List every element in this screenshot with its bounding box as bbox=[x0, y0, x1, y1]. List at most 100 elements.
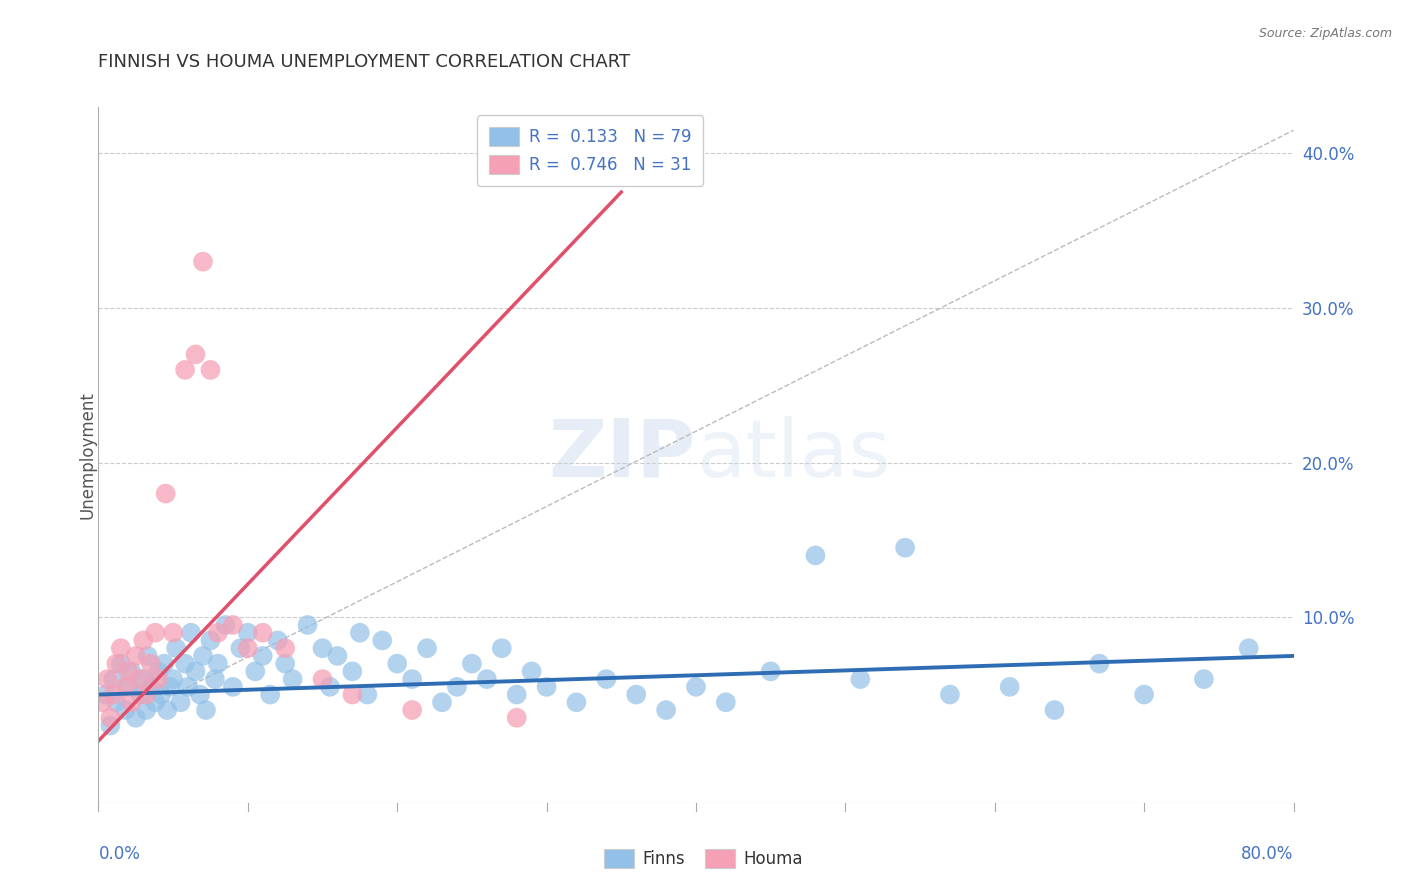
Point bbox=[1237, 641, 1260, 656]
Point bbox=[105, 695, 128, 709]
Point bbox=[103, 672, 125, 686]
Point bbox=[100, 711, 122, 725]
Point bbox=[1192, 672, 1215, 686]
Point bbox=[110, 657, 132, 671]
Point bbox=[342, 688, 364, 702]
Point bbox=[110, 641, 132, 656]
Point bbox=[165, 641, 187, 656]
Point bbox=[129, 688, 152, 702]
Point bbox=[222, 680, 245, 694]
Point bbox=[252, 625, 274, 640]
Point bbox=[132, 672, 155, 686]
Point bbox=[117, 665, 139, 679]
Point bbox=[626, 688, 648, 702]
Point bbox=[91, 695, 114, 709]
Point bbox=[184, 347, 207, 361]
Point bbox=[356, 688, 378, 702]
Point bbox=[236, 625, 259, 640]
Point bbox=[326, 648, 349, 663]
Point bbox=[139, 657, 162, 671]
Point bbox=[349, 625, 371, 640]
Point bbox=[150, 688, 173, 702]
Point bbox=[416, 641, 439, 656]
Point bbox=[207, 657, 229, 671]
Point bbox=[143, 625, 166, 640]
Point bbox=[94, 688, 117, 702]
Point bbox=[385, 657, 409, 671]
Point bbox=[143, 695, 166, 709]
Point bbox=[297, 618, 319, 632]
Point bbox=[939, 688, 962, 702]
Point bbox=[685, 680, 707, 694]
Point bbox=[565, 695, 588, 709]
Point bbox=[506, 711, 529, 725]
Point bbox=[200, 363, 222, 377]
Point bbox=[252, 648, 274, 663]
Point bbox=[804, 549, 827, 563]
Point bbox=[506, 688, 529, 702]
Point bbox=[1133, 688, 1156, 702]
Point bbox=[114, 703, 136, 717]
Point bbox=[105, 657, 128, 671]
Point bbox=[136, 648, 159, 663]
Point bbox=[204, 672, 226, 686]
Point bbox=[536, 680, 558, 694]
Text: ZIP: ZIP bbox=[548, 416, 696, 494]
Point bbox=[188, 688, 211, 702]
Point bbox=[195, 703, 218, 717]
Point bbox=[274, 641, 297, 656]
Point bbox=[371, 633, 394, 648]
Point bbox=[311, 641, 333, 656]
Point bbox=[222, 618, 245, 632]
Point bbox=[162, 625, 184, 640]
Legend: R =  0.133   N = 79, R =  0.746   N = 31: R = 0.133 N = 79, R = 0.746 N = 31 bbox=[477, 115, 703, 186]
Point bbox=[342, 665, 364, 679]
Point bbox=[191, 648, 214, 663]
Point bbox=[103, 688, 125, 702]
Point bbox=[229, 641, 252, 656]
Point bbox=[849, 672, 872, 686]
Point bbox=[125, 648, 148, 663]
Legend: Finns, Houma: Finns, Houma bbox=[598, 842, 808, 875]
Point bbox=[200, 633, 222, 648]
Text: 0.0%: 0.0% bbox=[98, 845, 141, 863]
Point bbox=[132, 633, 155, 648]
Point bbox=[759, 665, 782, 679]
Point bbox=[430, 695, 453, 709]
Point bbox=[998, 680, 1021, 694]
Point bbox=[129, 672, 152, 686]
Point bbox=[311, 672, 333, 686]
Text: Source: ZipAtlas.com: Source: ZipAtlas.com bbox=[1258, 27, 1392, 40]
Y-axis label: Unemployment: Unemployment bbox=[79, 391, 96, 519]
Point bbox=[714, 695, 737, 709]
Point bbox=[595, 672, 617, 686]
Point bbox=[184, 665, 207, 679]
Point bbox=[401, 672, 423, 686]
Point bbox=[135, 703, 157, 717]
Text: atlas: atlas bbox=[696, 416, 890, 494]
Point bbox=[156, 703, 179, 717]
Point bbox=[1043, 703, 1066, 717]
Point bbox=[155, 486, 177, 500]
Point bbox=[267, 633, 290, 648]
Point bbox=[207, 625, 229, 640]
Point bbox=[148, 665, 170, 679]
Point bbox=[274, 657, 297, 671]
Point bbox=[319, 680, 342, 694]
Point bbox=[894, 541, 917, 555]
Point bbox=[214, 618, 236, 632]
Point bbox=[401, 703, 423, 717]
Point bbox=[655, 703, 678, 717]
Point bbox=[117, 680, 139, 694]
Text: 80.0%: 80.0% bbox=[1241, 845, 1294, 863]
Point bbox=[162, 672, 184, 686]
Point bbox=[120, 665, 142, 679]
Point bbox=[139, 680, 162, 694]
Text: FINNISH VS HOUMA UNEMPLOYMENT CORRELATION CHART: FINNISH VS HOUMA UNEMPLOYMENT CORRELATIO… bbox=[98, 54, 630, 71]
Point bbox=[135, 688, 157, 702]
Point bbox=[1088, 657, 1111, 671]
Point bbox=[96, 672, 118, 686]
Point bbox=[159, 680, 181, 694]
Point bbox=[281, 672, 304, 686]
Point bbox=[174, 363, 197, 377]
